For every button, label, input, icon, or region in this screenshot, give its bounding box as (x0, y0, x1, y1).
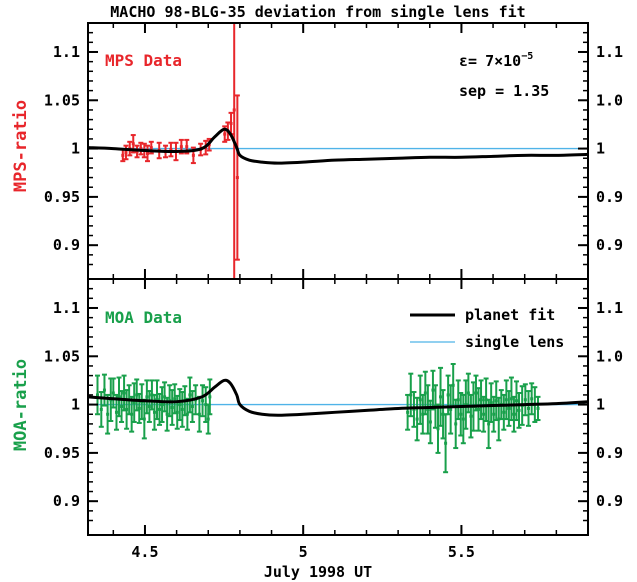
xtick-label: 4.5 (131, 543, 158, 561)
chart-title: MACHO 98-BLG-35 deviation from single le… (110, 3, 525, 21)
legend-single-lens-label: single lens (465, 333, 564, 351)
moa-ytick-label: 1 (71, 396, 80, 414)
mps-ytick-label-right: 1.1 (596, 43, 623, 61)
moa-ytick-label-right: 1.0 (596, 347, 623, 365)
moa-data-point (522, 383, 528, 417)
mps-ytick-label-right: 0.9 (596, 188, 623, 206)
mps-ylabel: MPS-ratio (11, 100, 31, 192)
mps-ytick-label: 0.95 (44, 188, 80, 206)
moa-data-point (134, 378, 140, 412)
moa-data-point (105, 393, 111, 435)
moa-ytick-label-right: 1 (596, 396, 605, 414)
legend-planet-fit-label: planet fit (465, 306, 555, 324)
moa-panel-label: MOA Data (105, 308, 182, 327)
moa-planet-fit-curve (88, 378, 588, 417)
moa-ytick-label: 1.1 (53, 299, 80, 317)
moa-data-point (169, 389, 175, 426)
moa-data-point (529, 382, 535, 416)
moa-data-point (207, 378, 213, 416)
moa-data-point (94, 374, 100, 416)
moa-data-point (414, 396, 420, 442)
moa-ylabel: MOA-ratio (11, 359, 31, 451)
moa-data-point (187, 376, 193, 414)
moa-data-point (405, 393, 411, 431)
mps-ytick-label: 1.1 (53, 43, 80, 61)
moa-data-points (94, 363, 541, 474)
moa-data-point (189, 390, 195, 423)
moa-ytick-label: 0.9 (53, 492, 80, 510)
mps-planet-fit-curve (88, 127, 588, 165)
epsilon-exponent: −5 (521, 51, 533, 62)
moa-data-point (483, 377, 489, 423)
moa-data-point (516, 391, 522, 429)
moa-data-point (200, 384, 206, 418)
moa-ytick-label-right: 0.9 (596, 444, 623, 462)
moa-data-point (144, 379, 150, 415)
moa-data-point (448, 384, 454, 435)
panel-moa: 0.9 0.9 0.95 0.9 1 1 1.05 1.0 1.1 1.1 4.5 5 5.5 (44, 278, 623, 561)
epsilon-mantissa: 7×10 (485, 52, 521, 70)
mps-data-points (120, 23, 240, 279)
moa-data-point (124, 389, 130, 430)
moa-data-point (481, 395, 487, 433)
moa-data-point (411, 391, 417, 428)
moa-data-point (526, 390, 532, 427)
moa-data-point (535, 395, 541, 422)
legend: planet fit single lens (410, 306, 564, 351)
panel-mps: 0.9 0.9 0.95 0.9 1 1 1.05 1.0 1.1 1.1 (44, 22, 623, 280)
xtick-label: 5.5 (448, 543, 475, 561)
moa-data-point (460, 393, 466, 445)
mps-ytick-label-right: 1 (596, 140, 605, 158)
mps-data-point (168, 141, 174, 158)
xtick-label: 5 (299, 543, 308, 561)
sep-annotation: sep = 1.35 (459, 82, 549, 100)
moa-ytick-label: 0.95 (44, 444, 80, 462)
moa-ytick-label-right: 1.1 (596, 299, 623, 317)
moa-ytick-label-right: 0.9 (596, 492, 623, 510)
mps-ytick-label: 1.05 (44, 91, 80, 109)
mps-data-point (123, 144, 129, 161)
mps-data-point (234, 94, 240, 261)
mps-ytick-label: 1 (71, 140, 80, 158)
mps-data-point (232, 23, 236, 279)
mps-panel-label: MPS Data (105, 51, 182, 70)
mps-ytick-label: 0.9 (53, 236, 80, 254)
mps-ytick-label-right: 0.9 (596, 236, 623, 254)
moa-ytick-label: 1.05 (44, 347, 80, 365)
mps-ytick-label-right: 1.0 (596, 91, 623, 109)
moa-data-point (110, 377, 116, 409)
epsilon-prefix: ε= (459, 52, 477, 70)
mps-data-point (144, 144, 150, 163)
x-axis-label: July 1998 UT (264, 563, 372, 581)
moa-data-point (101, 373, 107, 407)
moa-frame (87, 278, 589, 536)
epsilon-annotation: ε= 7×10−5 (459, 51, 533, 70)
